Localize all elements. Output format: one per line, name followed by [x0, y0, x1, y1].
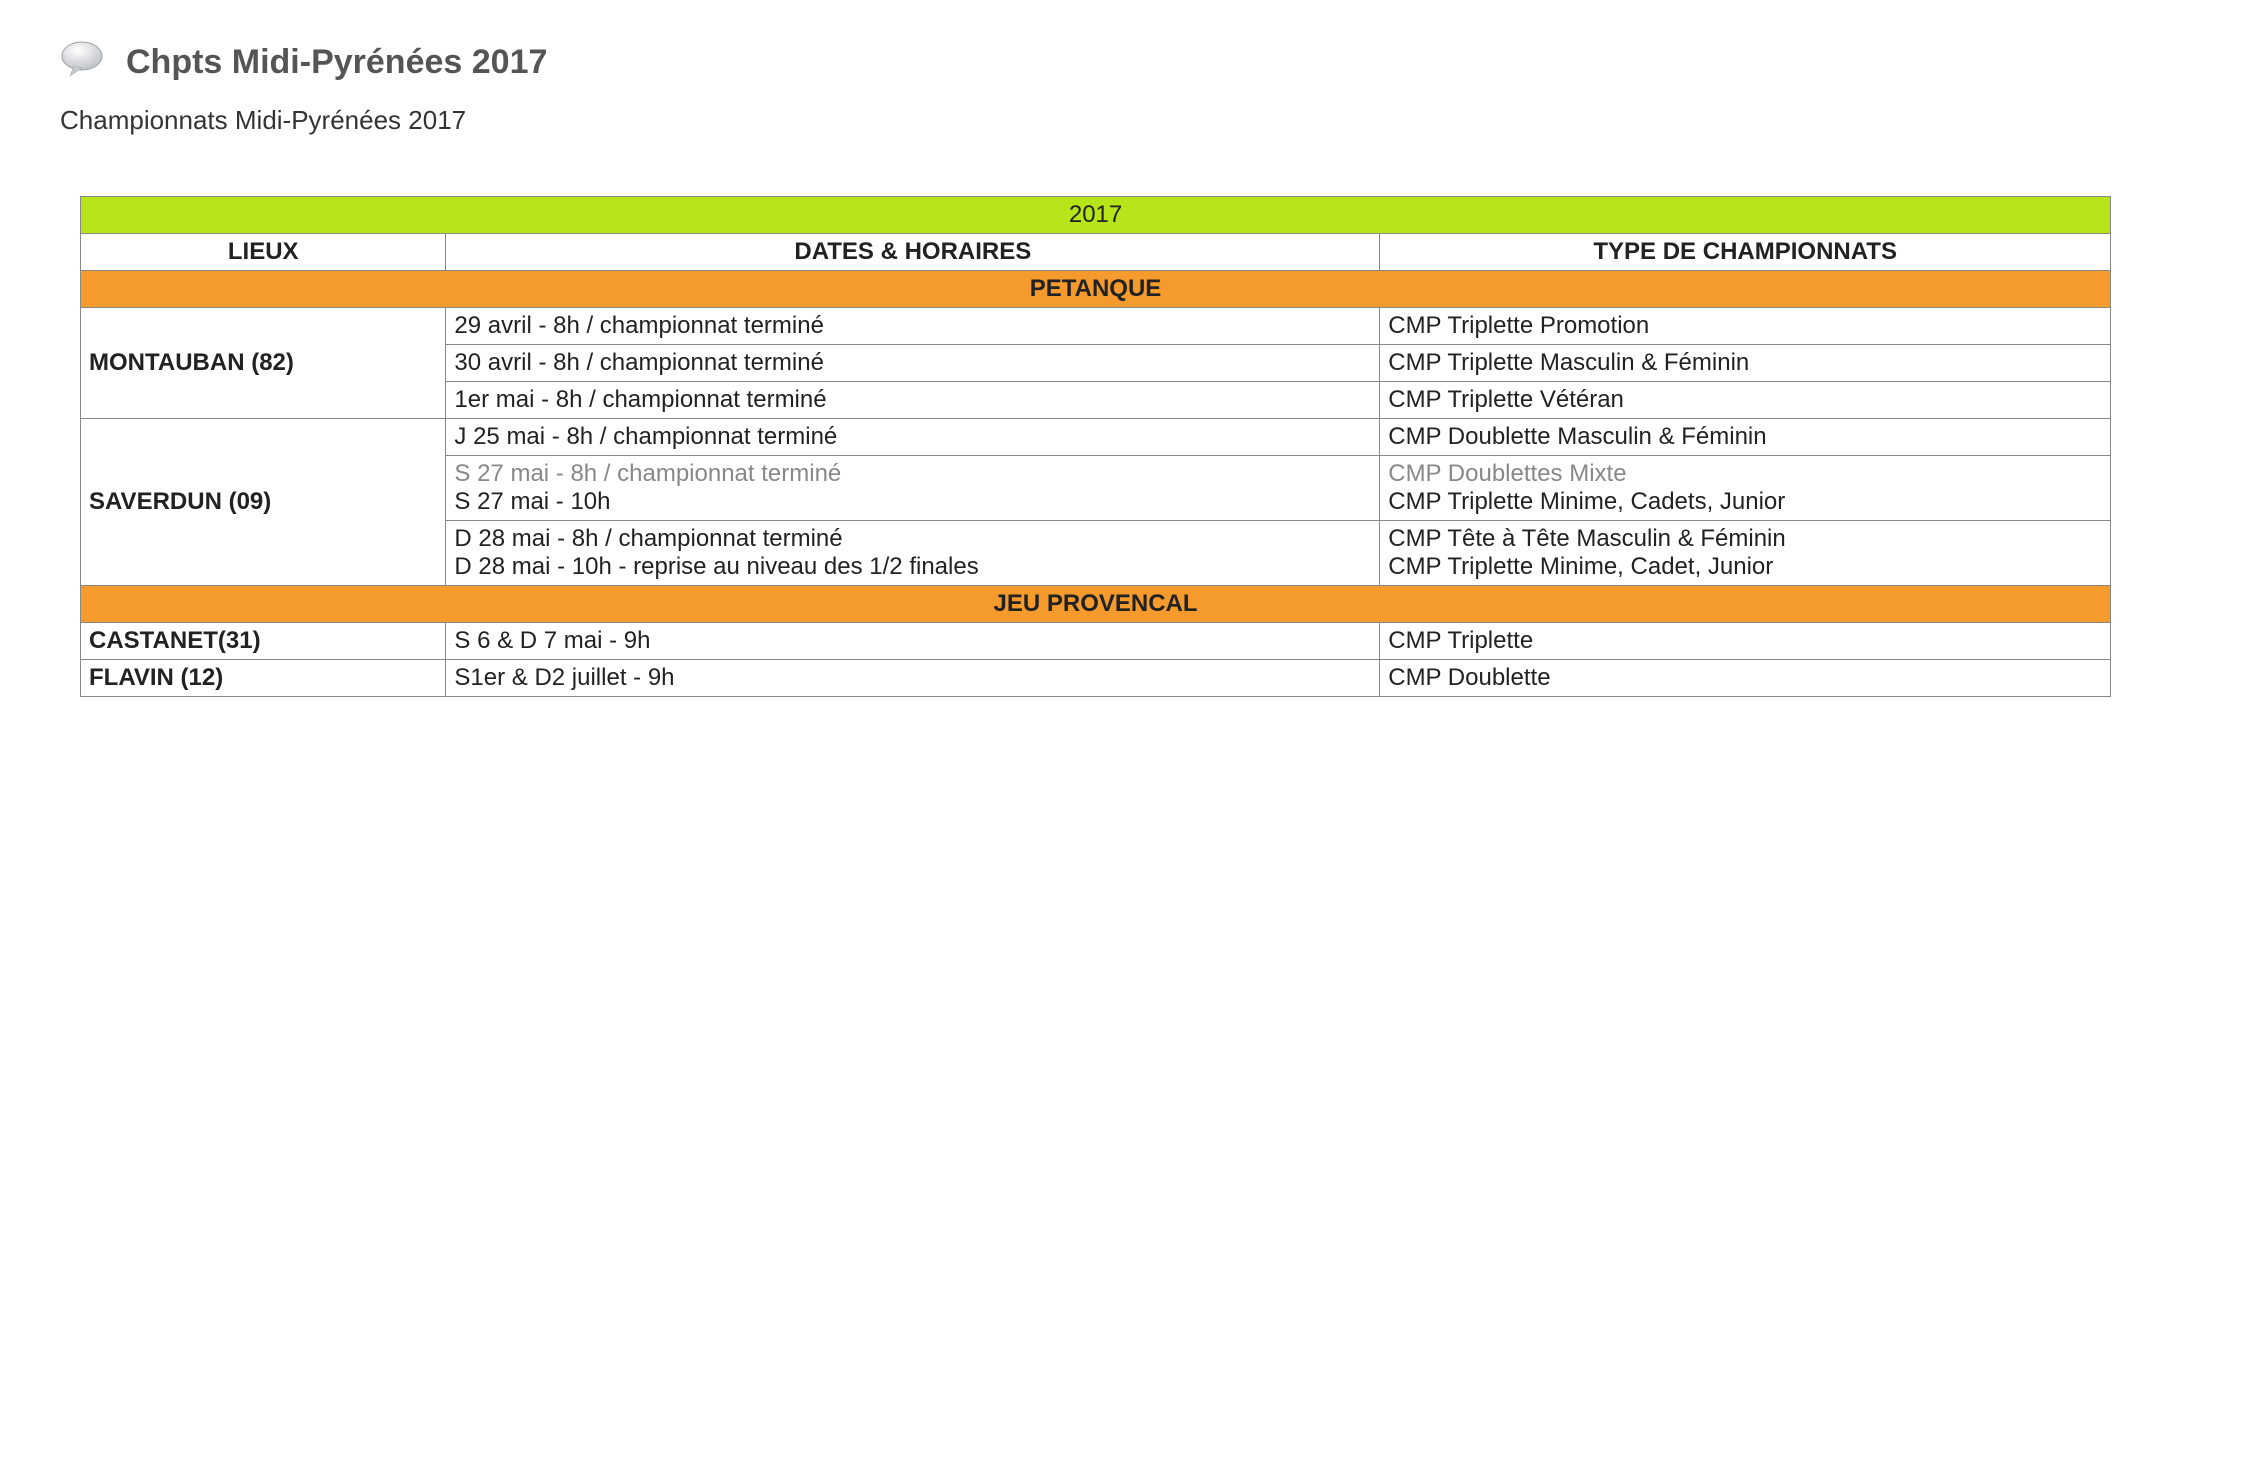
section-jeu-provencal-label: JEU PROVENCAL	[81, 586, 2111, 623]
championships-table: 2017 LIEUX DATES & HORAIRES TYPE DE CHAM…	[80, 196, 2111, 697]
place-cell: FLAVIN (12)	[81, 660, 446, 697]
type-cell: CMP Triplette Masculin & Féminin	[1380, 345, 2111, 382]
table-row: SAVERDUN (09) J 25 mai - 8h / championna…	[81, 419, 2111, 456]
section-petanque-label: PETANQUE	[81, 271, 2111, 308]
type-cell: CMP Triplette	[1380, 623, 2111, 660]
column-headers-row: LIEUX DATES & HORAIRES TYPE DE CHAMPIONN…	[81, 234, 2111, 271]
page-header: Chpts Midi-Pyrénées 2017	[60, 40, 2198, 85]
type-cell: CMP Doublettes Mixte CMP Triplette Minim…	[1380, 456, 2111, 521]
year-row: 2017	[81, 197, 2111, 234]
year-cell: 2017	[81, 197, 2111, 234]
type-cell: CMP Triplette Vétéran	[1380, 382, 2111, 419]
date-line: D 28 mai - 10h - reprise au niveau des 1…	[454, 553, 978, 580]
header-type: TYPE DE CHAMPIONNATS	[1380, 234, 2111, 271]
place-cell: CASTANET(31)	[81, 623, 446, 660]
header-lieux: LIEUX	[81, 234, 446, 271]
date-line-muted: S 27 mai - 8h / championnat terminé	[454, 460, 841, 487]
date-cell: 1er mai - 8h / championnat terminé	[446, 382, 1380, 419]
date-cell: S1er & D2 juillet - 9h	[446, 660, 1380, 697]
type-cell: CMP Doublette Masculin & Féminin	[1380, 419, 2111, 456]
type-line: CMP Triplette Minime, Cadets, Junior	[1388, 488, 1785, 515]
type-line: CMP Triplette Minime, Cadet, Junior	[1388, 553, 1773, 580]
page-subtitle: Championnats Midi-Pyrénées 2017	[60, 105, 2198, 136]
date-cell: D 28 mai - 8h / championnat terminé D 28…	[446, 521, 1380, 586]
type-cell: CMP Tête à Tête Masculin & Féminin CMP T…	[1380, 521, 2111, 586]
type-cell: CMP Doublette	[1380, 660, 2111, 697]
type-line-muted: CMP Doublettes Mixte	[1388, 460, 1626, 487]
header-dates: DATES & HORAIRES	[446, 234, 1380, 271]
table-row: CASTANET(31) S 6 & D 7 mai - 9h CMP Trip…	[81, 623, 2111, 660]
date-cell: 29 avril - 8h / championnat terminé	[446, 308, 1380, 345]
date-line: D 28 mai - 8h / championnat terminé	[454, 525, 842, 552]
type-line: CMP Tête à Tête Masculin & Féminin	[1388, 525, 1786, 552]
page-title: Chpts Midi-Pyrénées 2017	[126, 43, 547, 82]
date-cell: S 27 mai - 8h / championnat terminé S 27…	[446, 456, 1380, 521]
date-cell: J 25 mai - 8h / championnat terminé	[446, 419, 1380, 456]
section-jeu-provencal: JEU PROVENCAL	[81, 586, 2111, 623]
section-petanque: PETANQUE	[81, 271, 2111, 308]
date-cell: S 6 & D 7 mai - 9h	[446, 623, 1380, 660]
table-row: FLAVIN (12) S1er & D2 juillet - 9h CMP D…	[81, 660, 2111, 697]
place-cell: SAVERDUN (09)	[81, 419, 446, 586]
date-line: S 27 mai - 10h	[454, 488, 610, 515]
type-cell: CMP Triplette Promotion	[1380, 308, 2111, 345]
table-row: MONTAUBAN (82) 29 avril - 8h / championn…	[81, 308, 2111, 345]
speech-bubble-icon	[60, 40, 108, 85]
date-cell: 30 avril - 8h / championnat terminé	[446, 345, 1380, 382]
place-cell: MONTAUBAN (82)	[81, 308, 446, 419]
